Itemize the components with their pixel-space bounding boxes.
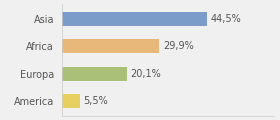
Text: 20,1%: 20,1% <box>131 69 162 79</box>
Bar <box>62 67 127 81</box>
Bar <box>62 12 207 26</box>
Text: 5,5%: 5,5% <box>83 96 108 106</box>
Bar <box>62 94 80 108</box>
Bar <box>62 39 160 53</box>
Text: 29,9%: 29,9% <box>163 41 193 51</box>
Text: 44,5%: 44,5% <box>211 14 241 24</box>
